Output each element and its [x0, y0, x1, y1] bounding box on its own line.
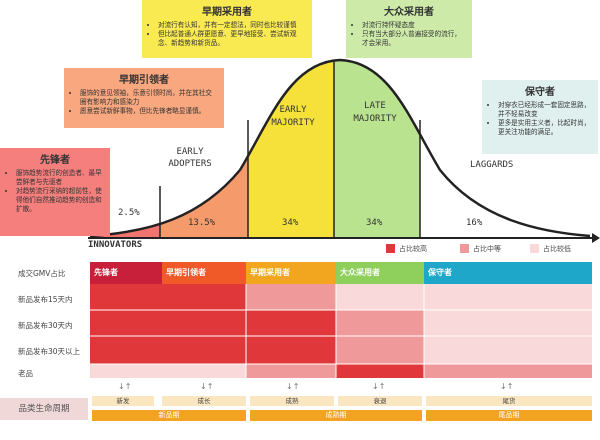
updown-arrow-icon: ↓↑ [118, 382, 132, 391]
stage-growth: 成长 [162, 396, 246, 406]
cell-low [424, 336, 592, 364]
box-item: 只有当大部分人普遍接受的流行，才会采用。 [362, 30, 466, 48]
cell-high [90, 284, 246, 364]
legend-label-mid: 占比中等 [473, 245, 501, 253]
phase-mature: 成熟期 [250, 410, 422, 421]
box-item: 服饰的意见领袖，乐意引领时尚，并在其社交圈有影响力和感染力 [80, 89, 218, 107]
pct-innovators: 2.5% [118, 208, 140, 218]
box-early-majority: 早期采用者 对流行有认知，并有一定想法，同时也比较谨慎 但比起普通人群更愿意、更… [142, 0, 312, 58]
box-item: 愿意尝试新鲜事物，但比先锋者略显谨慎。 [80, 107, 218, 116]
phase-new: 新品期 [92, 410, 246, 421]
header-early-adopters: 早期引领者 [162, 262, 246, 284]
box-late-majority: 大众采用者 对流行持怀疑态度 只有当大部分人普遍接受的流行，才会采用。 [346, 0, 472, 58]
pct-early-adopters: 13.5% [188, 218, 216, 228]
cell-low [90, 364, 246, 378]
box-laggards: 保守者 对穿衣已经形成一套固定思路，并不轻易改变 更多是实用主义者，比起时尚，更… [482, 80, 598, 154]
box-item: 更多是实用主义者，比起时尚，更关注功能的满足。 [498, 119, 592, 137]
box-title: 早期采用者 [202, 7, 252, 18]
label-early-majority: EARLY MAJORITY [271, 105, 315, 128]
pct-early-majority: 34% [282, 218, 299, 228]
header-laggards: 保守者 [424, 262, 592, 284]
phase-tail: 尾品期 [426, 410, 592, 421]
box-item: 对穿衣已经形成一套固定思路，并不轻易改变 [498, 101, 592, 119]
label-early-adopters: EARLY ADOPTERS [168, 147, 212, 169]
row-label: 新品发布30天以上 [18, 347, 81, 356]
stage-tail: 尾货 [426, 396, 592, 406]
stage-new: 新发 [92, 396, 154, 406]
legend-swatch-mid [460, 244, 469, 253]
box-title: 先锋者 [40, 155, 70, 166]
header-early-majority: 早期采用者 [246, 262, 336, 284]
label-laggards: LAGGARDS [470, 160, 514, 170]
cell-low [424, 310, 592, 336]
cell-low [336, 284, 592, 310]
region-late-majority [334, 60, 420, 238]
legend-label-low: 占比较低 [543, 245, 571, 253]
cell-mid [246, 284, 336, 310]
row-label: 成交GMV占比 [18, 269, 66, 278]
cell-mid [424, 364, 592, 378]
cell-high [336, 364, 424, 378]
stage-decline: 衰退 [338, 396, 422, 406]
legend-label-high: 占比较高 [399, 245, 427, 253]
updown-arrow-icon: ↓↑ [372, 382, 386, 391]
box-innovators: 先锋者 服饰趋势流行的创造者、最早尝鲜者与先驱者 对趋势流行采纳的超前性，使得他… [0, 148, 110, 236]
legend-swatch-low [530, 244, 539, 253]
region-early-majority [248, 60, 334, 238]
box-item: 对趋势流行采纳的超前性，使得他们自然推动趋势的创造和扩散。 [16, 187, 104, 214]
bell-curve-line [89, 58, 591, 238]
box-item: 服饰趋势流行的创造者、最早尝鲜者与先驱者 [16, 169, 104, 187]
header-late-majority: 大众采用者 [336, 262, 424, 284]
label-innovators: INNOVATORS [88, 240, 143, 250]
pct-laggards: 16% [466, 218, 483, 228]
label-late-majority: LATE MAJORITY [353, 101, 397, 124]
updown-arrow-icon: ↓↑ [286, 382, 300, 391]
box-title: 大众采用者 [384, 7, 434, 18]
legend-swatch-high [386, 244, 395, 253]
lifecycle-title: 品类生命周期 [0, 398, 88, 420]
updown-arrow-icon: ↓↑ [500, 382, 514, 391]
box-item: 对流行持怀疑态度 [362, 21, 466, 30]
cell-mid [246, 364, 336, 378]
table-grid [90, 284, 592, 378]
cell-high [246, 336, 336, 364]
updown-arrow-icon: ↓↑ [200, 382, 214, 391]
box-title: 保守者 [525, 87, 555, 98]
stage-mature: 成熟 [250, 396, 334, 406]
cell-high [246, 310, 336, 336]
row-label: 新品发布15天内 [18, 295, 73, 304]
box-item: 对流行有认知，并有一定想法，同时也比较谨慎 [158, 21, 306, 30]
axis-arrow-icon [592, 233, 600, 243]
cell-mid [336, 310, 424, 336]
row-label: 老品 [18, 369, 33, 378]
pct-late-majority: 34% [366, 218, 383, 228]
box-early-adopters: 早期引领者 服饰的意见领袖，乐意引领时尚，并在其社交圈有影响力和感染力 愿意尝试… [64, 68, 224, 128]
box-item: 但比起普通人群更愿意、更早地接受、尝试新观念、新趋势和新货品。 [158, 30, 306, 48]
row-label: 新品发布30天内 [18, 321, 73, 330]
header-innovators: 先锋者 [90, 262, 162, 284]
cell-mid [336, 336, 424, 364]
box-title: 早期引领者 [119, 75, 169, 86]
